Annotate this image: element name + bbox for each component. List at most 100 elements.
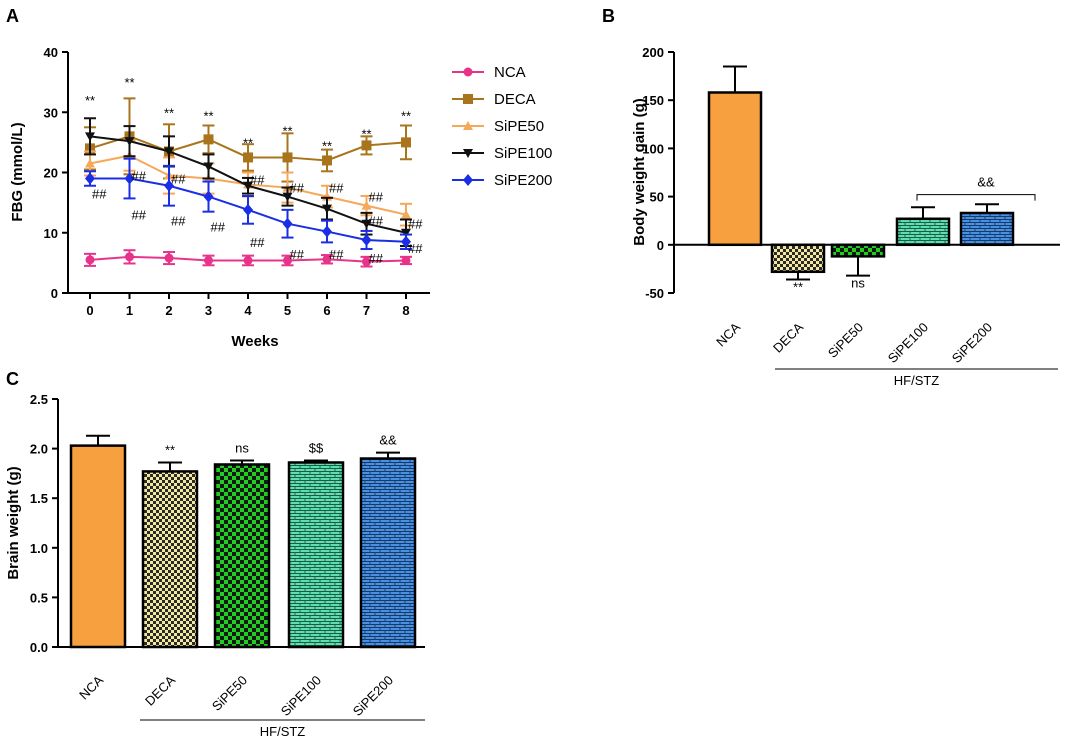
significance-label: ns	[235, 441, 249, 456]
y-tick-label: 30	[44, 105, 58, 120]
data-point	[401, 209, 411, 219]
significance-mark: **	[401, 108, 411, 123]
data-point	[361, 219, 372, 229]
data-point	[203, 190, 214, 203]
y-tick-label: 10	[44, 226, 58, 241]
data-point	[164, 253, 174, 263]
y-tick-label: 150	[642, 93, 664, 108]
x-tick-label: SiPE200	[949, 320, 995, 366]
y-tick-label: 100	[642, 141, 664, 156]
data-point	[204, 255, 213, 265]
legend-label-sipe50: SiPE50	[494, 118, 544, 135]
data-point	[243, 152, 253, 163]
x-tick-label: 7	[363, 303, 370, 318]
hash-mark: ##	[250, 173, 265, 188]
data-point	[401, 137, 411, 148]
hash-mark: ##	[369, 214, 384, 229]
hash-mark: ##	[369, 190, 384, 205]
legend-label-sipe200: SiPE200	[494, 172, 552, 189]
x-tick-label: DECA	[142, 672, 178, 708]
bar-nca	[69, 444, 127, 649]
x-tick-label: 5	[284, 303, 291, 318]
data-point	[361, 200, 372, 210]
data-point	[124, 137, 135, 147]
significance-label: **	[793, 280, 803, 295]
x-tick-label: SiPE100	[278, 673, 324, 719]
x-tick-label: 6	[323, 303, 330, 318]
x-tick-label: NCA	[713, 319, 743, 349]
data-point	[322, 225, 332, 238]
y-axis-title: Body weight gain (g)	[631, 98, 648, 246]
significance-mark: **	[124, 75, 134, 90]
x-axis-title: Weeks	[231, 333, 278, 350]
data-point	[282, 192, 293, 202]
legend-marker	[463, 174, 473, 186]
data-point	[401, 255, 411, 265]
significance-mark: **	[243, 135, 253, 150]
x-tick-label: DECA	[770, 319, 806, 355]
significance-mark: **	[164, 105, 174, 120]
data-point	[322, 204, 332, 214]
y-tick-label: 2.0	[30, 442, 48, 457]
x-tick-label: SiPE50	[209, 673, 250, 714]
data-point	[362, 257, 371, 267]
chart-a-fbg-line-chart: 0 10 20 30 40 0 1 2 3 4 5 6 7 8 Weeks FBG (mmol/L) ** ** *…	[9, 45, 552, 350]
legend-marker	[463, 121, 473, 130]
chart-c-brain-weight-bar-chart: 0.0 0.5 1.0 1.5 2.0 2.5 NCA DECA ** SiPE50 ns SiPE1…	[5, 392, 425, 739]
y-tick-label: 20	[44, 166, 58, 181]
data-point	[322, 155, 332, 166]
data-point	[401, 235, 411, 248]
hash-mark: ##	[329, 247, 344, 262]
y-axis-title: FBG (mmol/L)	[9, 122, 26, 221]
data-point	[243, 181, 253, 191]
data-point	[361, 140, 372, 151]
hash-mark: ##	[171, 172, 186, 187]
y-axis-title: Brain weight (g)	[5, 466, 22, 579]
x-tick-label: 8	[402, 303, 409, 318]
x-tick-label: 2	[165, 303, 172, 318]
significance-label: $$	[309, 441, 324, 456]
hash-mark: ##	[171, 214, 186, 229]
significance-label: **	[165, 442, 175, 457]
y-tick-label: 0.5	[30, 590, 48, 605]
x-tick-label: SiPE100	[885, 320, 931, 366]
x-tick-label: 3	[205, 303, 212, 318]
hash-mark: ##	[408, 217, 423, 232]
series-sipe200	[84, 157, 412, 251]
legend-label-nca: NCA	[494, 64, 526, 81]
data-point	[243, 255, 253, 265]
x-tick-label: SiPE50	[825, 320, 866, 361]
panel-letter-a: A	[6, 6, 19, 26]
significance-mark: **	[282, 123, 292, 138]
bar-nca	[707, 91, 763, 247]
data-point	[85, 255, 95, 265]
x-tick-label: SiPE200	[350, 673, 396, 719]
significance-mark: **	[203, 108, 213, 123]
bar-sipe50	[830, 243, 886, 258]
bar-sipe50	[213, 463, 271, 649]
significance-bracket	[916, 194, 1036, 201]
y-tick-label: 0	[51, 286, 58, 301]
legend-marker	[463, 94, 473, 104]
hash-mark: ##	[132, 208, 147, 223]
hash-mark: ##	[211, 220, 226, 235]
y-tick-label: 1.5	[30, 491, 48, 506]
y-tick-label: 2.5	[30, 392, 48, 407]
group-label: HF/STZ	[894, 373, 940, 388]
data-point	[401, 228, 411, 238]
data-point	[282, 217, 293, 230]
legend: NCA DECA SiPE50 SiPE100 SiPE200	[452, 64, 552, 189]
hash-mark: ##	[408, 241, 423, 256]
hash-mark: ##	[250, 235, 265, 250]
legend-marker	[463, 149, 473, 158]
group-label: HF/STZ	[260, 724, 306, 739]
significance-label: &&	[379, 433, 397, 448]
data-point	[282, 152, 293, 163]
significance-label: ns	[851, 276, 865, 291]
data-point	[124, 172, 135, 185]
hash-mark: ##	[290, 181, 305, 196]
hash-mark: ##	[369, 251, 384, 266]
hash-mark: ##	[290, 247, 305, 262]
hash-mark: ##	[92, 187, 107, 202]
